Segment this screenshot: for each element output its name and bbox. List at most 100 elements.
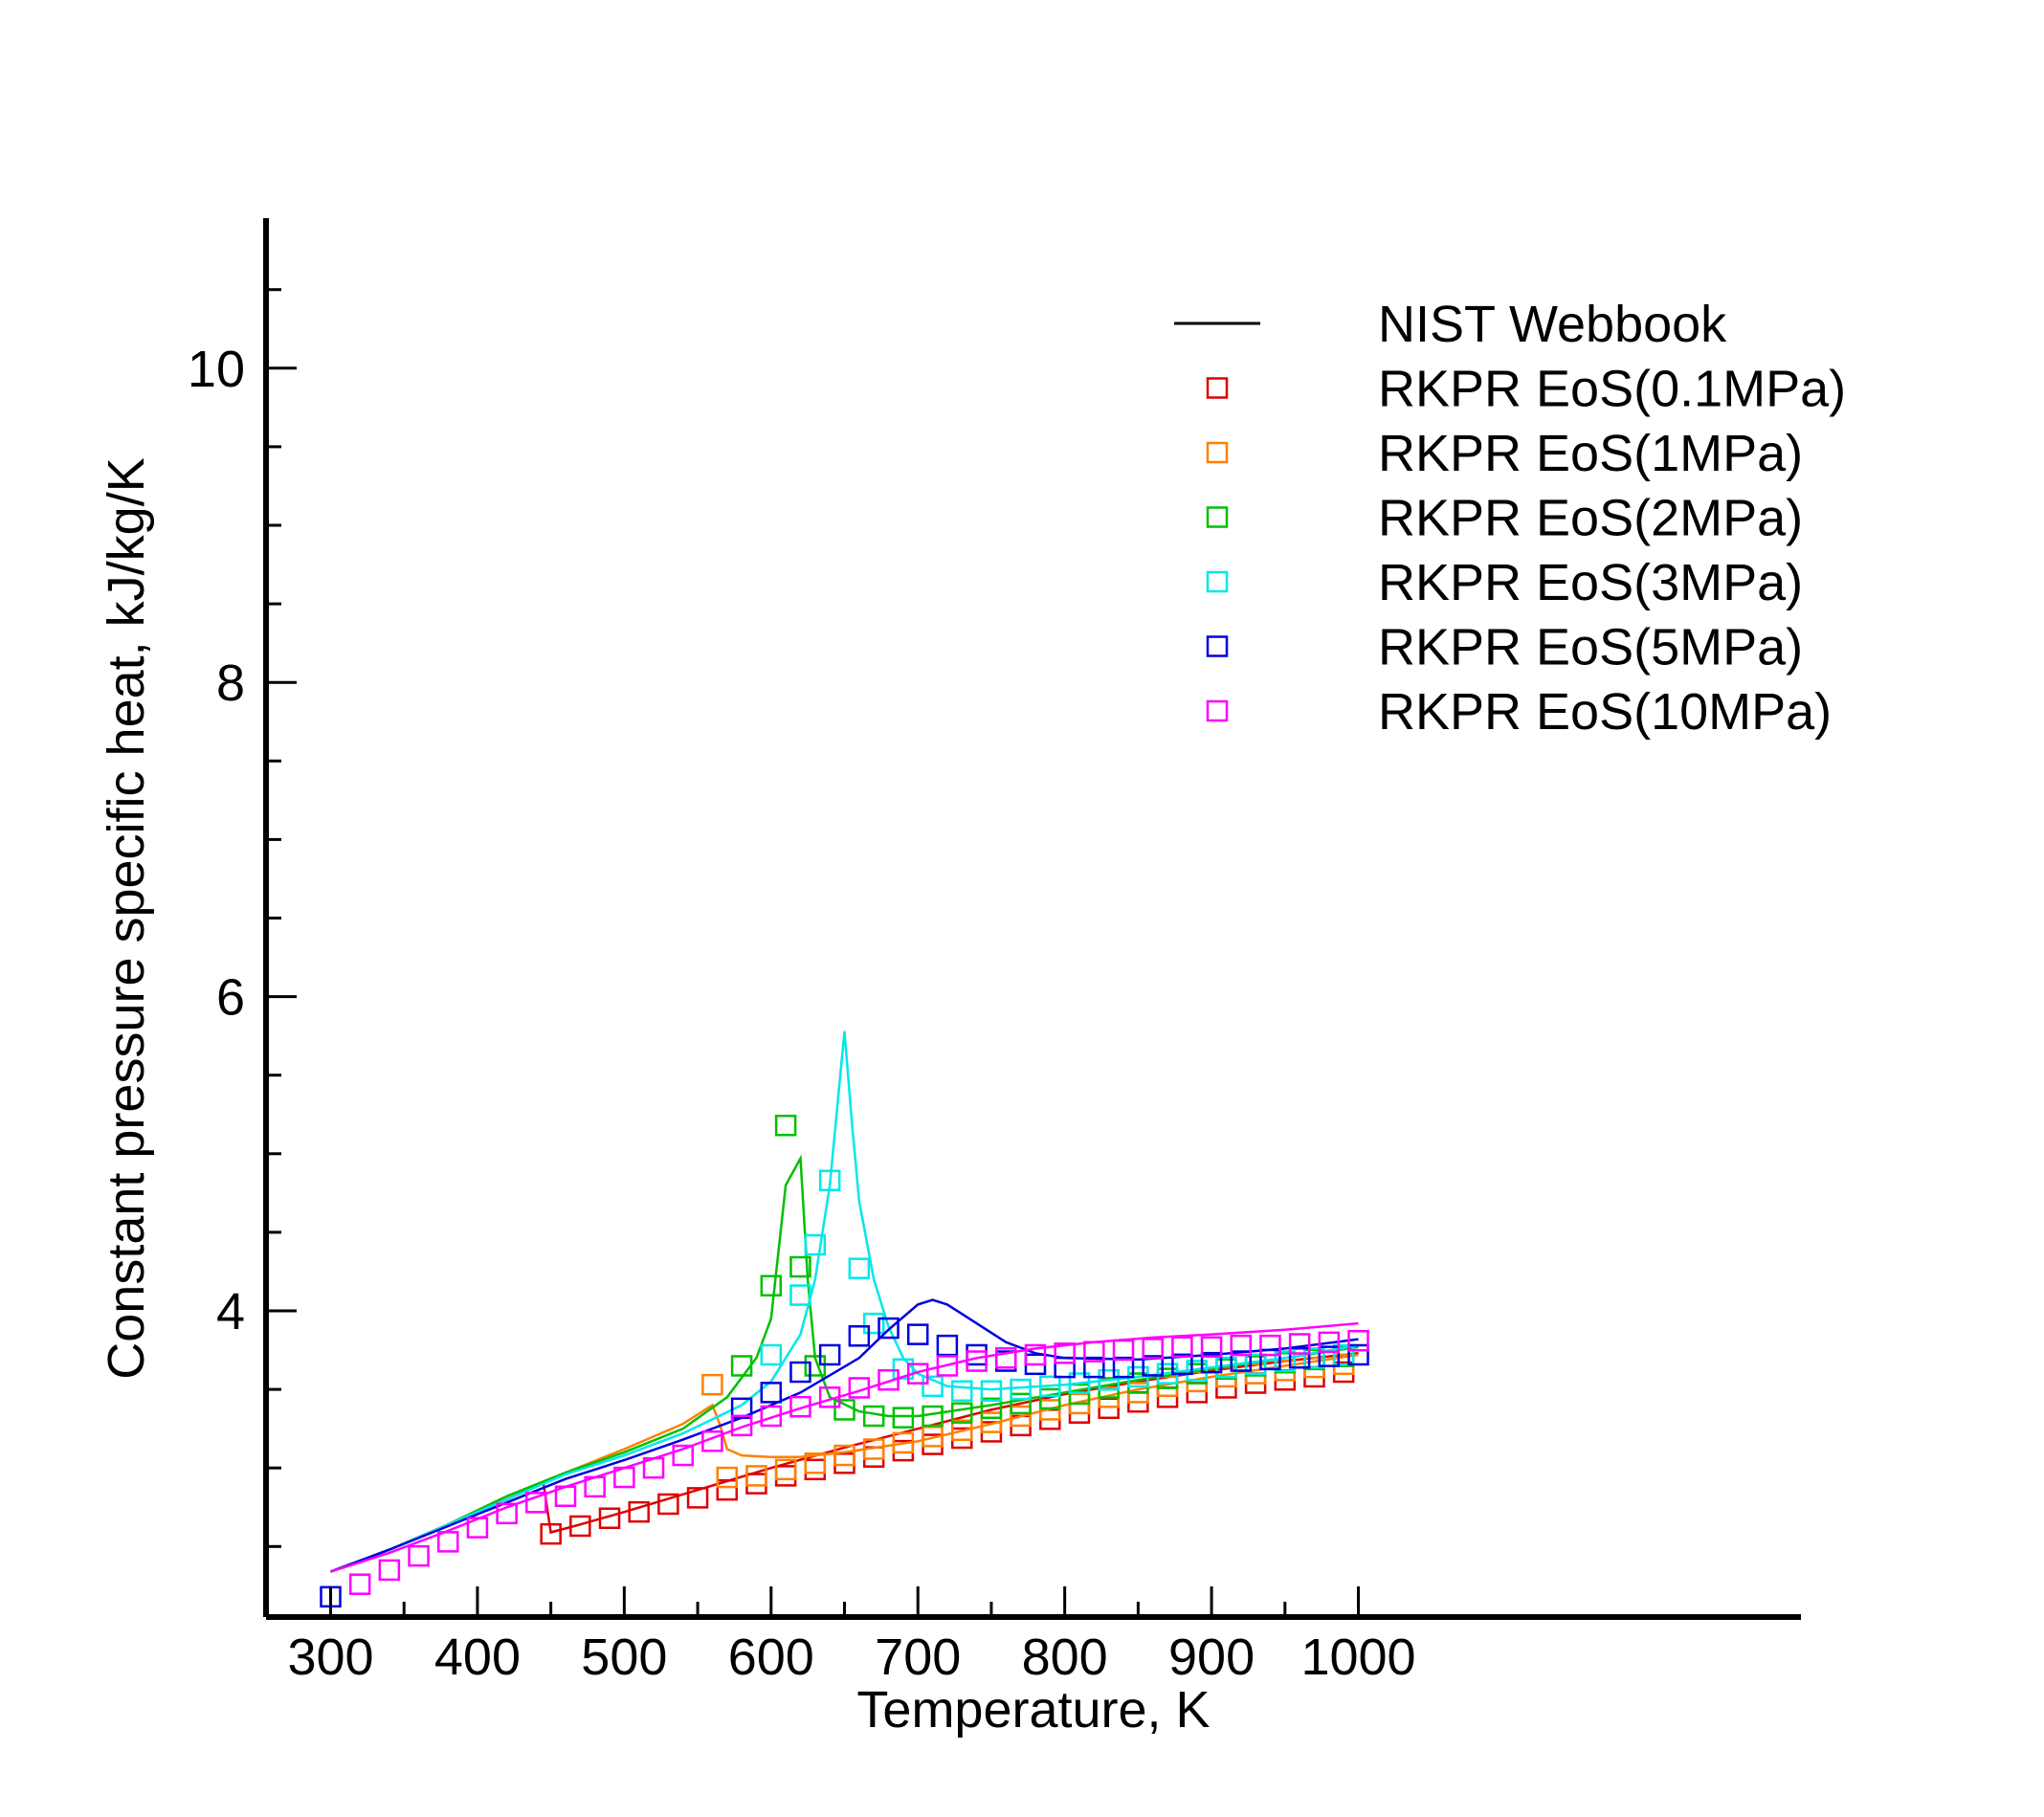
data-point-series-4 (848, 1325, 871, 1347)
data-point-series-5 (496, 1502, 518, 1525)
data-point-series-3 (1186, 1360, 1208, 1382)
data-point-series-1 (804, 1452, 827, 1474)
data-point-series-4 (1112, 1356, 1135, 1379)
data-point-series-2 (789, 1255, 811, 1278)
data-point-series-2 (1010, 1392, 1032, 1415)
data-point-series-3 (1098, 1368, 1120, 1391)
data-point-series-5 (408, 1544, 430, 1567)
y-tick-label: 4 (216, 1283, 245, 1341)
data-point-series-3 (862, 1312, 885, 1335)
data-point-series-3 (818, 1169, 841, 1191)
data-point-series-3 (892, 1358, 915, 1381)
data-point-series-5 (642, 1456, 665, 1479)
data-point-series-2 (833, 1399, 855, 1421)
data-point-series-4 (1200, 1351, 1223, 1374)
data-point-series-5 (701, 1430, 723, 1452)
data-point-series-0 (1098, 1397, 1120, 1420)
data-point-series-5 (672, 1444, 694, 1467)
data-point-series-2 (892, 1407, 915, 1429)
data-point-series-5 (818, 1386, 841, 1408)
legend-square-swatch (1206, 635, 1229, 657)
data-point-series-5 (1230, 1334, 1253, 1357)
data-point-series-2 (980, 1397, 1003, 1420)
series-line-2 (330, 1154, 1359, 1573)
data-point-series-2 (730, 1355, 753, 1377)
data-point-series-5 (848, 1377, 871, 1399)
x-tick-label: 600 (728, 1629, 814, 1686)
data-point-series-5 (378, 1559, 401, 1582)
data-point-series-1 (980, 1411, 1003, 1433)
data-point-series-2 (1039, 1387, 1061, 1410)
data-point-series-5 (348, 1573, 371, 1595)
data-point-series-3 (1215, 1356, 1237, 1379)
x-tick-label: 300 (287, 1629, 373, 1686)
data-point-series-5 (1171, 1336, 1193, 1359)
data-point-series-4 (1230, 1350, 1253, 1372)
data-point-series-0 (598, 1507, 621, 1529)
data-point-series-5 (1318, 1331, 1341, 1354)
legend-label: RKPR EoS(5MPa) (1378, 619, 1803, 676)
data-point-series-4 (878, 1317, 900, 1340)
data-point-series-4 (936, 1334, 959, 1357)
data-point-series-3 (1332, 1343, 1355, 1366)
data-point-series-3 (1039, 1375, 1061, 1398)
data-point-series-5 (1054, 1342, 1076, 1364)
legend-square-swatch (1206, 441, 1229, 464)
data-point-series-5 (1024, 1343, 1047, 1366)
data-point-series-3 (922, 1375, 944, 1398)
data-point-series-4 (730, 1397, 753, 1420)
x-tick-label: 800 (1022, 1629, 1108, 1686)
y-axis-title: Constant pressure specific heat, kJ/kg/K (98, 457, 155, 1379)
legend-square-swatch (1206, 699, 1229, 722)
data-point-series-4 (818, 1343, 841, 1366)
legend-label: RKPR EoS(3MPa) (1378, 554, 1803, 611)
x-tick-label: 700 (875, 1629, 961, 1686)
data-point-series-0 (569, 1515, 591, 1538)
data-point-series-2 (804, 1355, 827, 1377)
data-point-series-5 (936, 1355, 959, 1377)
data-point-series-5 (1288, 1333, 1311, 1355)
x-tick-label: 400 (434, 1629, 521, 1686)
data-point-series-5 (789, 1395, 811, 1418)
data-point-series-5 (1347, 1329, 1369, 1352)
data-point-series-5 (878, 1368, 900, 1391)
data-point-series-1 (701, 1373, 723, 1396)
data-point-series-0 (628, 1500, 650, 1523)
data-point-series-2 (1068, 1383, 1091, 1406)
data-point-series-3 (1274, 1350, 1297, 1372)
data-point-series-5 (525, 1492, 547, 1514)
data-point-series-3 (760, 1343, 783, 1366)
data-point-series-2 (950, 1402, 973, 1424)
data-point-series-4 (789, 1361, 811, 1384)
data-point-series-3 (804, 1233, 827, 1256)
series-layer (320, 1030, 1369, 1608)
data-point-series-5 (760, 1405, 783, 1428)
data-point-series-5 (995, 1347, 1017, 1369)
data-point-series-4 (1142, 1355, 1164, 1377)
data-point-series-5 (613, 1466, 635, 1489)
x-tick-label: 1000 (1300, 1629, 1415, 1686)
data-point-series-1 (716, 1466, 739, 1489)
data-point-series-3 (848, 1257, 871, 1279)
data-point-series-1 (1010, 1405, 1032, 1428)
x-axis-title: Temperature, K (856, 1681, 1210, 1739)
data-point-series-5 (966, 1350, 988, 1372)
data-point-series-4 (906, 1323, 929, 1345)
data-point-series-4 (1288, 1347, 1311, 1369)
legend-square-swatch (1206, 377, 1229, 399)
data-point-series-2 (862, 1405, 885, 1428)
data-point-series-5 (554, 1485, 577, 1508)
data-point-series-4 (1171, 1353, 1193, 1376)
data-point-series-1 (1039, 1399, 1061, 1421)
legend-square-swatch (1206, 570, 1229, 593)
data-point-series-3 (950, 1380, 973, 1402)
data-point-series-4 (1318, 1345, 1341, 1367)
data-point-series-5 (584, 1475, 606, 1498)
data-point-series-1 (892, 1431, 915, 1454)
data-point-series-2 (774, 1114, 797, 1137)
data-point-series-3 (789, 1284, 811, 1306)
data-point-series-1 (922, 1426, 944, 1448)
data-point-series-1 (862, 1438, 885, 1460)
data-point-series-5 (1259, 1334, 1281, 1357)
